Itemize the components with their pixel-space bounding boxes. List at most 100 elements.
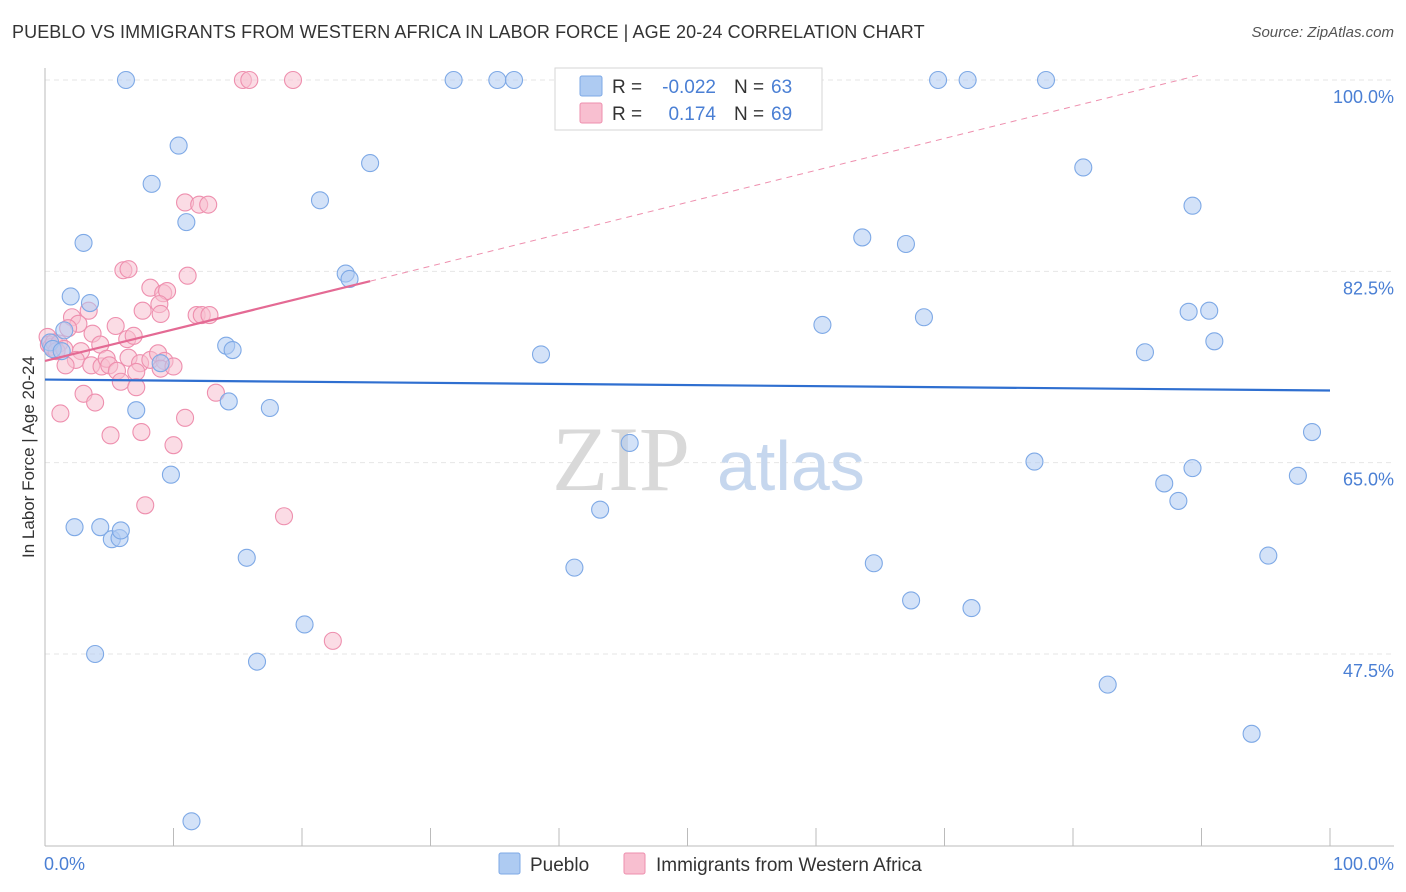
immigrants-point — [206, 383, 225, 402]
immigrants-point — [136, 496, 155, 515]
pueblo-point — [247, 652, 267, 671]
pueblo-point — [1074, 158, 1093, 177]
pueblo-point — [169, 136, 188, 155]
bottom-legend-swatch-immigrants — [623, 852, 646, 875]
pueblo-point — [295, 615, 314, 634]
pueblo-point — [260, 398, 279, 418]
immigrants-point — [127, 362, 146, 381]
immigrants-point — [240, 70, 259, 90]
pueblo-points — [41, 70, 1322, 831]
pueblo-point — [1179, 302, 1198, 321]
y-tick-label: 47.5% — [1343, 661, 1394, 681]
immigrants-point — [127, 378, 146, 397]
immigrants-point — [323, 631, 342, 650]
pueblo-point — [161, 465, 180, 484]
x-tick-label-min: 0.0% — [44, 854, 85, 874]
pueblo-point — [896, 234, 916, 254]
immigrants-point — [111, 372, 130, 391]
legend-swatch-immigrants — [579, 102, 603, 124]
pueblo-point — [1155, 474, 1174, 493]
pueblo-point — [80, 293, 100, 313]
pueblo-trend-line — [44, 378, 1331, 392]
immigrants-trend-line — [44, 280, 371, 363]
pueblo-point — [620, 433, 639, 453]
pueblo-point — [929, 70, 948, 90]
x-tick-label-max: 100.0% — [1333, 854, 1394, 874]
watermark-zip: ZIP — [552, 408, 690, 510]
immigrants-point — [178, 266, 197, 285]
pueblo-point — [591, 500, 610, 519]
immigrants-point — [199, 195, 218, 214]
pueblo-point — [1183, 459, 1202, 478]
pueblo-point — [182, 812, 201, 831]
pueblo-point — [1259, 546, 1278, 565]
pueblo-point — [1036, 70, 1056, 90]
pueblo-point — [116, 70, 136, 90]
pueblo-point — [914, 308, 933, 327]
immigrants-point — [176, 408, 195, 427]
legend-n-label-pueblo: N = — [734, 77, 764, 98]
pueblo-point — [310, 191, 330, 210]
bottom-legend-label-immigrants: Immigrants from Western Africa — [656, 855, 922, 876]
immigrants-point — [119, 260, 138, 279]
pueblo-point — [61, 287, 80, 306]
legend-r-value-pueblo: -0.022 — [662, 77, 716, 98]
y-axis-title: In Labor Force | Age 20-24 — [19, 356, 38, 558]
bottom-legend-label-pueblo: Pueblo — [530, 855, 589, 876]
x-ticks — [173, 828, 1331, 846]
bottom-legend-swatch-pueblo — [498, 852, 521, 875]
pueblo-point — [1288, 466, 1307, 485]
pueblo-point — [488, 70, 507, 90]
pueblo-point — [531, 345, 551, 364]
pueblo-point — [361, 154, 380, 173]
y-tick-label: 65.0% — [1343, 470, 1394, 490]
pueblo-point — [504, 70, 524, 90]
chart-title: PUEBLO VS IMMIGRANTS FROM WESTERN AFRICA… — [12, 22, 925, 42]
y-tick-labels: 47.5% 65.0% 82.5% 100.0% — [1333, 87, 1394, 681]
source-label: Source: ZipAtlas.com — [1251, 24, 1394, 41]
pueblo-point — [958, 70, 977, 90]
watermark-atlas: atlas — [717, 427, 865, 505]
legend-r-label-pueblo: R = — [612, 77, 642, 98]
pueblo-point — [74, 233, 93, 252]
pueblo-point — [223, 341, 242, 360]
pueblo-point — [1135, 343, 1155, 362]
pueblo-point — [902, 591, 921, 610]
pueblo-point — [340, 269, 359, 289]
pueblo-point — [1169, 491, 1188, 510]
immigrants-point — [164, 436, 183, 455]
y-tick-label: 82.5% — [1343, 278, 1394, 298]
pueblo-point — [219, 392, 238, 411]
pueblo-point — [1025, 452, 1044, 471]
pueblo-point — [55, 321, 74, 340]
legend-r-label-immigrants: R = — [612, 104, 642, 125]
legend-swatch-pueblo — [579, 75, 603, 97]
pueblo-point — [565, 558, 584, 577]
pueblo-point — [1200, 301, 1219, 320]
pueblo-point — [962, 599, 981, 618]
pueblo-point — [1302, 423, 1322, 442]
immigrants-point — [132, 423, 151, 442]
pueblo-point — [853, 228, 872, 247]
pueblo-point — [91, 518, 110, 537]
pueblo-point — [177, 213, 196, 232]
legend-r-value-immigrants: 0.174 — [668, 104, 716, 125]
immigrants-point — [133, 301, 152, 320]
legend-n-label-immigrants: N = — [734, 104, 764, 125]
immigrants-point — [283, 70, 303, 90]
immigrants-point — [51, 404, 70, 423]
pueblo-point — [1205, 332, 1224, 351]
series-legend: Pueblo Immigrants from Western Africa — [498, 852, 922, 876]
immigrants-point — [86, 393, 105, 412]
pueblo-point — [1242, 724, 1261, 743]
pueblo-point — [1098, 675, 1117, 694]
pueblo-point — [813, 315, 832, 334]
pueblo-point — [65, 518, 84, 537]
immigrants-point — [106, 316, 125, 336]
immigrants-points — [38, 70, 342, 650]
immigrants-point — [274, 507, 294, 526]
immigrants-point — [101, 426, 120, 445]
legend-n-value-immigrants: 69 — [771, 104, 792, 125]
pueblo-point — [864, 554, 883, 573]
